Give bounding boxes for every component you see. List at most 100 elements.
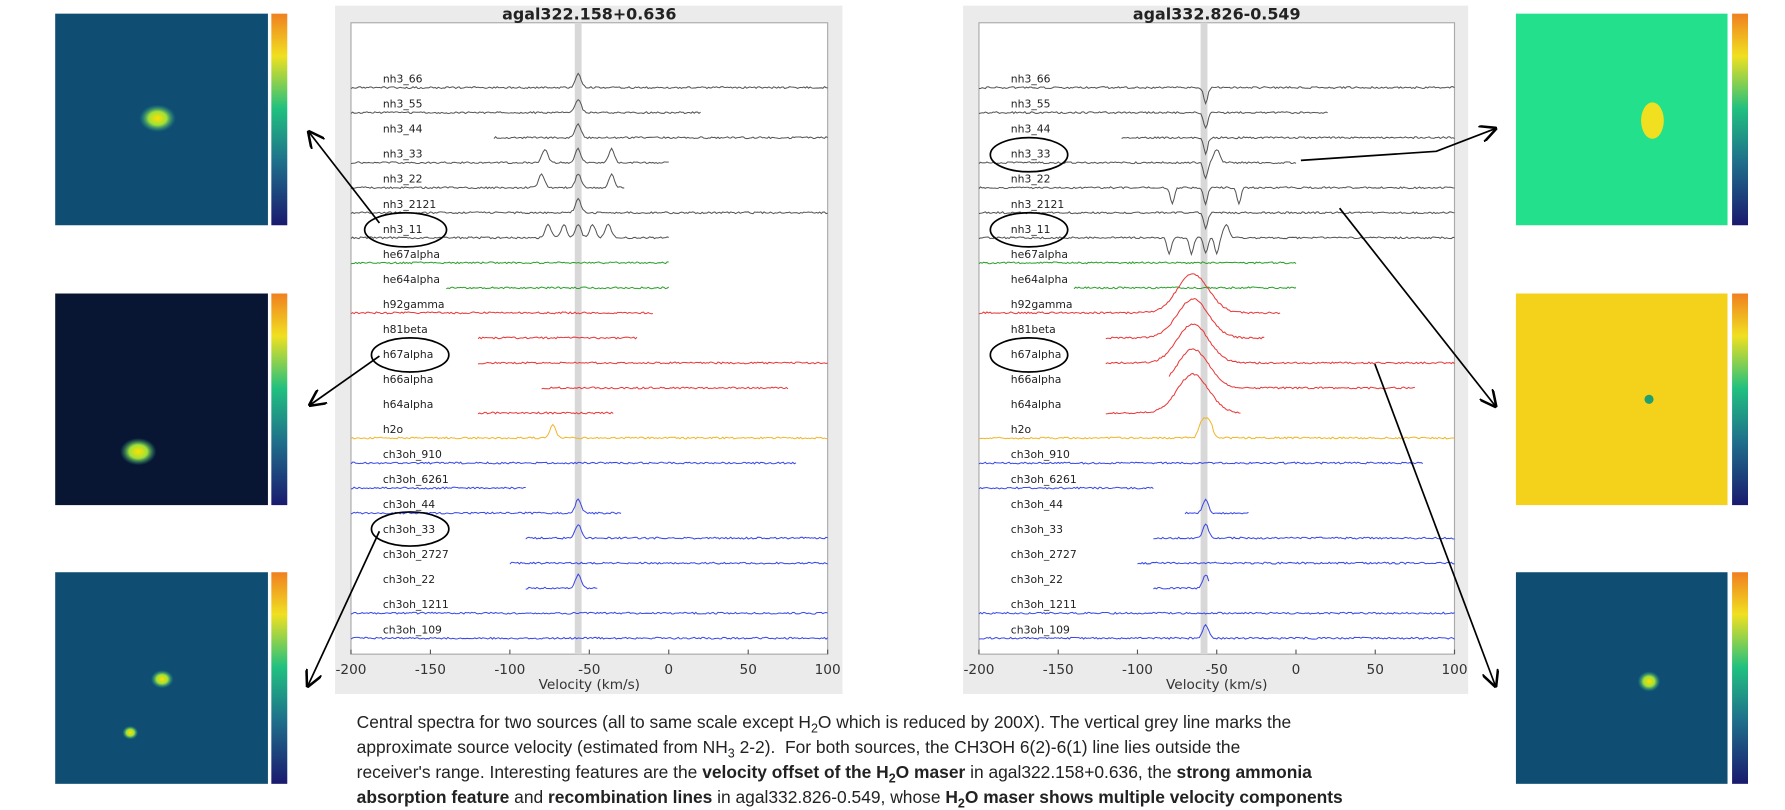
spectrum — [446, 286, 670, 290]
spectrum — [978, 149, 1297, 180]
spectrum — [978, 461, 1424, 465]
spectrum — [350, 72, 828, 90]
spectrum-label: ch3oh_2727 — [1011, 548, 1077, 561]
caption-text: velocity offset of the H — [702, 762, 889, 782]
spectrum — [1121, 136, 1455, 156]
caption-text: approximate source velocity (estimated f… — [357, 737, 728, 757]
map-source — [1637, 671, 1661, 692]
colorbar — [271, 293, 288, 506]
spectrum-label: ch3oh_6261 — [1011, 473, 1077, 486]
x-tick-label: -50 — [578, 662, 600, 678]
x-tick-label: 50 — [1367, 662, 1384, 678]
spectrum-label: nh3_55 — [1011, 98, 1051, 111]
panel-title: agal332.826-0.549 — [1133, 4, 1301, 23]
spectrum-label: h67alpha — [383, 348, 434, 361]
spectrum-label: ch3oh_1211 — [1011, 598, 1077, 611]
spectrum-label: ch3oh_2727 — [383, 548, 449, 561]
caption-text: in agal322.158+0.636, the — [965, 762, 1176, 782]
spectrum — [1105, 297, 1265, 340]
map — [1515, 13, 1728, 226]
spectrum-label: ch3oh_33 — [1011, 523, 1063, 536]
spectrum-label: ch3oh_109 — [383, 623, 442, 636]
spectrum-label: nh3_2121 — [1011, 198, 1064, 211]
map-source — [139, 104, 176, 132]
spectrum — [478, 361, 828, 365]
panel-title: agal322.158+0.636 — [502, 4, 676, 23]
x-axis-label: Velocity (km/s) — [1166, 677, 1267, 693]
map — [55, 293, 268, 506]
spectrum — [978, 417, 1455, 440]
spectrum — [1137, 561, 1455, 565]
spectrum — [350, 261, 669, 265]
spectrum-label: nh3_33 — [383, 148, 423, 161]
map-source — [1644, 394, 1654, 404]
spectrum — [525, 573, 598, 590]
spectrum-label: h81beta — [1011, 323, 1056, 336]
spectrum — [978, 273, 1281, 315]
spectrum — [1153, 523, 1455, 540]
spectrum — [350, 147, 669, 165]
spectrum-label: ch3oh_22 — [383, 573, 435, 586]
spectrum-label: nh3_11 — [1011, 223, 1051, 236]
highlight — [989, 337, 1069, 373]
spectrum — [350, 98, 701, 115]
caption-text: 2-2). For both sources, the CH3OH 6(2)-6… — [735, 737, 1241, 757]
caption-text: 3 — [728, 747, 735, 761]
spectrum-label: h81beta — [383, 323, 428, 336]
plot-area — [978, 22, 1456, 655]
spectrum — [978, 623, 1455, 640]
highlight — [370, 337, 450, 373]
spectrum — [1105, 323, 1455, 365]
spectrum-label: ch3oh_44 — [383, 498, 435, 511]
spectrum-label: ch3oh_910 — [383, 448, 442, 461]
spectrum-label: he67alpha — [1011, 248, 1068, 261]
caption-text: strong ammonia — [1177, 762, 1313, 782]
arrow — [310, 355, 380, 405]
caption-text: O which is reduced by 200X). The vertica… — [818, 712, 1291, 732]
arrow — [308, 530, 381, 686]
map — [1515, 293, 1728, 506]
caption-text: H — [945, 787, 958, 807]
x-tick-label: 50 — [740, 662, 757, 678]
spectrum — [1168, 348, 1415, 390]
spectrum-label: h66alpha — [1011, 373, 1062, 386]
x-tick-label: -100 — [494, 662, 525, 678]
highlight — [989, 136, 1069, 173]
spectrum-label: h64alpha — [383, 398, 434, 411]
arrow — [309, 132, 381, 224]
spectrum-label: h64alpha — [1011, 398, 1062, 411]
colorbar — [1732, 293, 1749, 506]
spectrum — [350, 197, 828, 215]
arrow — [1338, 207, 1496, 406]
spectrum — [978, 186, 1455, 206]
colorbar — [1732, 13, 1749, 226]
arrow — [1374, 363, 1496, 686]
spectrum-label: nh3_66 — [1011, 73, 1051, 86]
colorbar — [1732, 572, 1749, 784]
spectrum — [525, 524, 828, 540]
map — [1515, 572, 1728, 784]
highlight — [989, 211, 1069, 248]
spectrum-label: nh3_66 — [383, 73, 423, 86]
spectrum-label: ch3oh_1211 — [383, 598, 449, 611]
caption-text: 2 — [811, 722, 818, 736]
caption-text: recombination lines — [548, 787, 712, 807]
caption: Central spectra for two sources (all to … — [357, 712, 1343, 810]
spectrum-label: h67alpha — [1011, 348, 1062, 361]
spectrum-label: nh3_22 — [383, 173, 423, 186]
spectrum-label: nh3_11 — [383, 223, 423, 236]
map-source — [120, 437, 157, 466]
spectrum — [509, 561, 828, 565]
x-tick-label: -150 — [415, 662, 446, 678]
caption-text: in agal332.826-0.549, whose — [712, 787, 945, 807]
caption-text: absorption feature — [357, 787, 510, 807]
spectrum-label: nh3_44 — [383, 123, 423, 136]
spectrum — [978, 86, 1455, 106]
x-tick-label: -150 — [1043, 662, 1074, 678]
map-source — [1641, 102, 1664, 139]
spectrum-label: h2o — [383, 423, 404, 436]
spectrum-label: ch3oh_22 — [1011, 573, 1063, 586]
spectrum-label: ch3oh_6261 — [383, 473, 449, 486]
caption-text: 2 — [958, 797, 965, 810]
